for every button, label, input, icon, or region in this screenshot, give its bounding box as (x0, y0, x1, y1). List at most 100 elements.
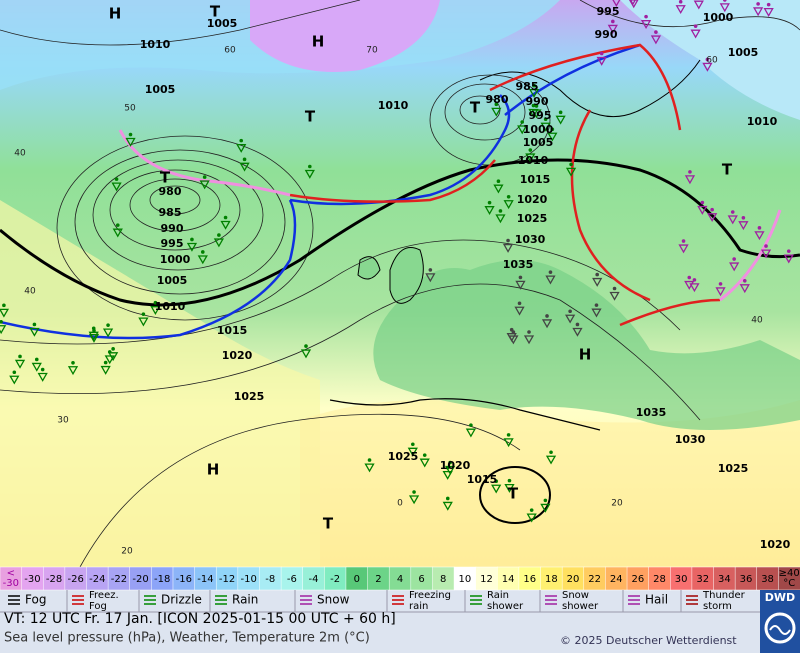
weather-dot (529, 508, 534, 512)
weather-dot (128, 132, 133, 137)
weather-dot (428, 268, 433, 272)
isobar-label: 1035 (503, 258, 534, 271)
weather-dot (412, 490, 416, 494)
isotherm-label: 20 (121, 547, 133, 557)
weather-symbol (540, 503, 551, 513)
dwd-logo-wave (769, 625, 791, 635)
legend-label: Freez. (89, 590, 119, 601)
isobar-label: 1000 (160, 253, 191, 266)
weather-symbol (690, 29, 701, 39)
scale-label: -26 (68, 574, 84, 585)
weather-symbol (545, 275, 556, 285)
weather-dot (496, 179, 501, 183)
legend-label: Drizzle (161, 593, 202, 607)
weather-symbol (503, 200, 514, 210)
weather-symbol (220, 220, 231, 230)
weather-dot (242, 157, 247, 162)
isobar-label: 990 (161, 222, 184, 235)
weather-symbol (591, 308, 602, 318)
isobar-label: 995 (529, 109, 552, 122)
legend-icon (72, 595, 84, 605)
weather-symbol (763, 7, 774, 17)
weather-dot (681, 239, 686, 243)
isobar-label: 1025 (517, 212, 548, 225)
weather-dot (115, 223, 120, 227)
weather-dot (517, 301, 522, 306)
weather-symbols (0, 0, 794, 523)
weather-dot (786, 249, 791, 253)
weather-dot (217, 233, 221, 237)
legend-label: Snow (562, 590, 589, 601)
weather-dot (594, 303, 599, 307)
isobar-label: 1010 (378, 99, 409, 112)
scale-label: -16 (176, 574, 192, 585)
legend-label: Hail (645, 593, 668, 607)
weather-dot (543, 498, 548, 503)
pressure-center: T (508, 485, 519, 503)
weather-symbol (14, 359, 26, 369)
weather-symbol (197, 255, 208, 265)
weather-dot (693, 24, 698, 28)
isobar-label: 1010 (140, 38, 171, 51)
legend-icon (628, 595, 640, 605)
weather-symbol (125, 137, 136, 147)
isobar-label: 1025 (718, 462, 749, 475)
weather-symbol (419, 458, 430, 468)
weather-symbol (526, 513, 537, 523)
pressure-center: T (470, 99, 481, 117)
weather-symbol (407, 447, 418, 457)
scale-label: 16 (523, 574, 536, 585)
isobar-label: 1020 (222, 349, 253, 362)
weather-dot (575, 322, 580, 327)
weather-dot (114, 177, 119, 181)
isobar-label: 1020 (440, 459, 471, 472)
weather-symbol (442, 501, 453, 511)
weather-dot (611, 19, 615, 24)
weather-dot (687, 275, 692, 280)
weather-symbol (523, 335, 535, 345)
weather-symbol (0, 325, 7, 335)
isotherm-label: 20 (611, 499, 623, 509)
pressure-center: T (210, 3, 221, 21)
polar-area (250, 0, 440, 72)
weather-symbol (738, 221, 749, 231)
weather-symbol (88, 333, 100, 343)
weather-symbol (111, 182, 122, 192)
coastline-north (479, 59, 701, 118)
isobar-label: 1005 (728, 46, 759, 59)
weather-dot (111, 347, 115, 351)
legend-icon (470, 595, 482, 605)
scale-label: °C (783, 578, 795, 589)
isotherm-label: 40 (751, 316, 763, 326)
isobar-label: 1005 (207, 17, 238, 30)
warm-south (300, 400, 800, 567)
weather-symbol (547, 132, 558, 142)
weather-dot (239, 138, 244, 143)
weather-symbol (707, 213, 718, 223)
scale-label: -4 (309, 574, 319, 585)
pressure-center: T (722, 161, 733, 179)
weather-dot (558, 110, 563, 115)
isotherm-label: 60 (706, 56, 718, 66)
weather-dot (445, 496, 450, 501)
weather-symbol (504, 483, 515, 493)
weather-dot (92, 328, 96, 333)
scale-label: 12 (480, 574, 493, 585)
weather-symbol (514, 306, 525, 316)
weather-symbol (199, 180, 210, 190)
weather-symbol (754, 231, 765, 241)
pressure-center: T (323, 515, 334, 533)
pressure-center: H (207, 461, 220, 479)
weather-symbol (0, 308, 10, 318)
weather-dot (718, 282, 723, 286)
weather-symbol (239, 162, 250, 172)
scale-label: -18 (154, 574, 170, 585)
weather-symbol (138, 317, 149, 327)
scale-label: -28 (46, 574, 62, 585)
weather-dot (764, 244, 768, 248)
weather-dot (506, 238, 510, 243)
scale-label: 36 (740, 574, 753, 585)
weather-dot (18, 354, 22, 359)
weather-dot (141, 312, 146, 316)
